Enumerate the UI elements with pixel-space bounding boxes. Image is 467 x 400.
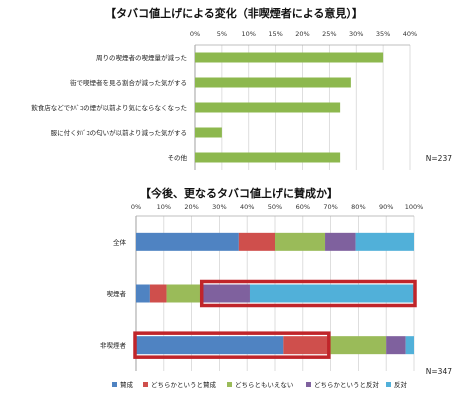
chart2-bar-segment — [325, 232, 356, 251]
chart1-bar — [195, 77, 351, 88]
chart1-title: 【タバコ値上げによる変化（非喫煙者による意見）】 — [105, 6, 363, 20]
chart1-x-tick-label: 30% — [349, 30, 363, 38]
chart2-legend-label: どちらともいえない — [235, 381, 293, 389]
chart1-sample-size: N=237 — [426, 154, 452, 163]
chart2-bar-segment — [202, 284, 250, 303]
chart1-x-tick-label: 20% — [295, 30, 309, 38]
chart2-bar-segment — [136, 284, 150, 303]
chart1-category-label: 飲食店などでﾀﾊﾞｺの煙が以前より気にならなくなった — [31, 103, 187, 112]
chart2-x-tick-label: 10% — [157, 203, 171, 211]
chart2-bar-segment — [136, 336, 284, 355]
chart1-category-label: 周りの喫煙者の喫煙量が減った — [96, 53, 187, 62]
chart2-legend-swatch — [143, 382, 148, 387]
chart2-x-tick-label: 80% — [351, 203, 365, 211]
chart2-legend-label: 賛成 — [120, 380, 134, 389]
chart2-plot-area: 0% 10% 20% 30% 40% 50% 60% 70% 80% 90% 100% 全体喫煙者非喫… — [100, 203, 423, 371]
chart2-legend-swatch — [306, 382, 311, 387]
chart2-legend: 賛成 どちらかというと賛成 どちらともいえない どちらかというと反対 反対 — [112, 380, 408, 389]
chart2-x-tick-label: 70% — [323, 203, 337, 211]
chart2-category-label: 全体 — [113, 237, 127, 246]
chart2-legend-swatch — [227, 382, 232, 387]
chart2-highlight-box — [133, 331, 331, 359]
chart2-legend-label: 反対 — [394, 380, 408, 389]
chart1-x-tick-label: 25% — [322, 30, 336, 38]
chart2-category-label: 喫煙者 — [107, 289, 127, 298]
chart2-category-label: 非喫煙者 — [100, 341, 127, 350]
chart1-bar — [195, 152, 341, 163]
chart2-legend-swatch — [112, 382, 117, 387]
chart2-bar-segment — [275, 232, 326, 251]
chart1-x-tick-label: 0% — [190, 30, 200, 38]
chart1-x-tick-label: 40% — [403, 30, 417, 38]
chart1-category-label: 街で喫煙者を見る割合が減った気がする — [70, 78, 187, 87]
chart2-bar-segment — [238, 232, 275, 251]
chart1-plot-area: 0% 5% 10% 15% 20% 25% 30% 35% 40% 周りの喫煙者の喫煙量が減った街… — [31, 30, 417, 170]
chart1-bar — [195, 52, 384, 63]
chart2-bar-segment — [405, 336, 414, 355]
chart2-highlight-box — [199, 279, 417, 308]
chart2-x-tick-label: 60% — [296, 203, 310, 211]
chart2-x-tick-label: 100% — [405, 203, 424, 211]
chart2-x-tick-label: 30% — [212, 203, 226, 211]
chart1-x-tick-label: 35% — [376, 30, 390, 38]
chart2-legend-swatch — [386, 382, 391, 387]
chart2-x-tick-label: 0% — [131, 203, 141, 211]
chart1-x-tick-label: 5% — [217, 30, 227, 38]
chart2-bar-segment — [249, 284, 414, 303]
chart2-x-tick-label: 40% — [240, 203, 254, 211]
chart2-title: 【今後、更なるタバコ値上げに賛成か】 — [140, 186, 338, 200]
chart2-bar-segment — [149, 284, 167, 303]
chart2-bar-segment — [386, 336, 406, 355]
chart2-sample-size: N=347 — [426, 367, 452, 376]
chart1-bar — [195, 102, 341, 113]
chart1-x-tick-label: 15% — [268, 30, 282, 38]
chart1-x-tick-label: 10% — [242, 30, 256, 38]
chart2-legend-label: どちらかというと反対 — [314, 380, 380, 389]
chart2-bar-segment — [355, 232, 414, 251]
chart2-bar-segment — [136, 232, 239, 251]
chart2-x-tick-label: 90% — [379, 203, 393, 211]
chart1-category-label: 服に付くﾀﾊﾞｺの匂いが以前より減った気がする — [51, 128, 187, 137]
chart1-category-label: その他 — [168, 153, 188, 162]
chart2-x-tick-label: 50% — [268, 203, 282, 211]
chart2-bar-segment — [283, 336, 328, 355]
chart2-x-tick-label: 20% — [184, 203, 198, 211]
chart2-bar-segment — [327, 336, 387, 355]
chart2-bar-segment — [166, 284, 203, 303]
chart1-bar — [195, 127, 222, 138]
chart2-legend-label: どちらかというと賛成 — [151, 380, 217, 389]
